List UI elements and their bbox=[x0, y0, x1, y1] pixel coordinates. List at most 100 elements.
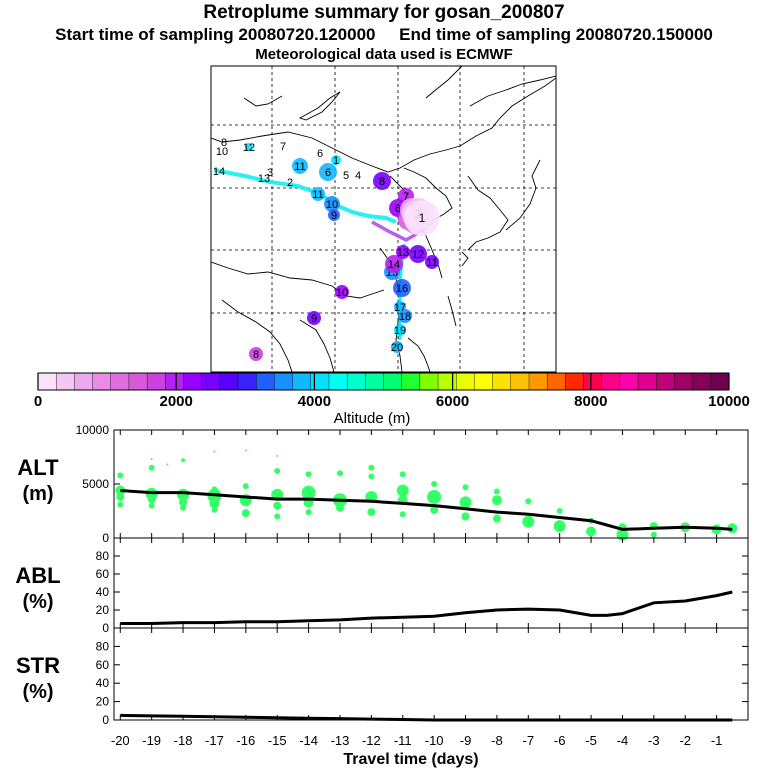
colorbar-swatch bbox=[510, 372, 530, 391]
colorbar-swatch bbox=[619, 372, 639, 391]
marker-dot bbox=[311, 187, 325, 201]
marker-dot bbox=[335, 285, 349, 299]
map-marker: 9 bbox=[328, 209, 340, 222]
marker-label: 7 bbox=[403, 191, 409, 203]
panel-ylabel: ALT bbox=[17, 455, 59, 480]
scatter-point bbox=[242, 483, 249, 490]
marker-label: 8 bbox=[379, 176, 385, 188]
marker-label: 14 bbox=[388, 259, 400, 271]
altitude-colorbar: 0 2000 4000 6000 8000 10000 bbox=[34, 372, 750, 410]
chart-title: Retroplume summary for gosan_200807 bbox=[203, 2, 565, 23]
x-tick-label: -5 bbox=[585, 733, 597, 748]
colorbar-swatch bbox=[692, 372, 712, 391]
scatter-point bbox=[301, 485, 316, 500]
marker-label: 3 bbox=[267, 167, 273, 179]
map-marker: 8 bbox=[221, 137, 227, 149]
scatter-point bbox=[244, 449, 247, 452]
marker-label: 6 bbox=[325, 167, 331, 179]
scatter-point bbox=[274, 468, 281, 475]
scatter-point bbox=[427, 489, 442, 504]
x-tick-label: -7 bbox=[523, 733, 535, 748]
time-series-panels: ALT (m) 0 5000 10000 ABL (%) 0 20 40 60 80 STR (%) 0 20… bbox=[15, 423, 749, 768]
colorbar-swatch bbox=[146, 372, 166, 391]
marker-dot bbox=[319, 163, 337, 181]
marker-dot bbox=[249, 347, 263, 361]
scatter-point bbox=[211, 506, 218, 513]
map-marker: 11 bbox=[311, 187, 325, 201]
scatter-point bbox=[147, 495, 156, 504]
x-tick-label: -15 bbox=[268, 733, 287, 748]
colorbar-swatch bbox=[528, 372, 548, 391]
map-marker: 17 bbox=[394, 301, 406, 314]
marker-label: 5 bbox=[343, 170, 349, 182]
marker-dot bbox=[385, 255, 403, 273]
scatter-point bbox=[553, 520, 566, 533]
marker-dot bbox=[425, 255, 439, 269]
scatter-point bbox=[459, 496, 472, 509]
x-tick-label: -3 bbox=[648, 733, 660, 748]
scatter-point bbox=[148, 464, 155, 471]
map-marker: 12 bbox=[409, 245, 427, 263]
map-content: 8101276111654133211109876543211420191817… bbox=[211, 66, 556, 372]
marker-label: 11 bbox=[294, 161, 305, 173]
panel-abl: ABL (%) 0 20 40 60 80 bbox=[15, 537, 749, 635]
colorbar-swatch bbox=[237, 372, 257, 391]
colorbar-swatch bbox=[256, 372, 275, 391]
scatter-point bbox=[305, 509, 312, 516]
y-tick-label: 10000 bbox=[76, 423, 110, 437]
x-tick-label: -13 bbox=[331, 733, 350, 748]
marker-label: 19 bbox=[394, 325, 406, 337]
marker-dot bbox=[307, 311, 321, 325]
scatter-point bbox=[522, 515, 535, 528]
marker-dot bbox=[391, 341, 403, 353]
scatter-point bbox=[181, 458, 186, 463]
scatter-point bbox=[166, 463, 169, 466]
colorbar-tick-label: 2000 bbox=[160, 393, 193, 410]
marker-label: 12 bbox=[412, 249, 424, 261]
scatter-point bbox=[274, 513, 281, 520]
x-tick-label: -9 bbox=[460, 733, 472, 748]
colorbar-swatch bbox=[365, 372, 385, 391]
marker-label: 4 bbox=[355, 170, 361, 182]
map-marker: 12 bbox=[243, 142, 255, 154]
map-marker: 10 bbox=[216, 146, 228, 158]
scatter-point bbox=[462, 484, 469, 491]
panel-ylabel: ABL bbox=[15, 563, 60, 588]
x-tick-label: -11 bbox=[394, 733, 412, 748]
scatter-point bbox=[399, 471, 406, 478]
start-time-label: Start time of sampling bbox=[55, 25, 234, 44]
marker-label: 7 bbox=[280, 141, 286, 153]
colorbar-swatch bbox=[419, 372, 439, 391]
colorbar-swatch bbox=[55, 372, 75, 391]
marker-label: 14 bbox=[213, 166, 225, 178]
scatter-point bbox=[492, 514, 501, 523]
colorbar-swatch bbox=[74, 372, 94, 391]
x-tick-label: -10 bbox=[425, 733, 444, 748]
colorbar-swatch bbox=[274, 372, 294, 391]
trajectory-map: 8101276111654133211109876543211420191817… bbox=[210, 65, 557, 373]
map-marker: 13 bbox=[258, 173, 270, 185]
colorbar-swatch bbox=[637, 372, 657, 391]
scatter-point bbox=[117, 472, 124, 479]
colorbar-swatch bbox=[601, 372, 621, 391]
y-tick-label: 20 bbox=[96, 603, 110, 617]
colorbar-swatch bbox=[328, 372, 348, 391]
scatter-point bbox=[241, 509, 250, 518]
colorbar-swatch bbox=[710, 372, 730, 391]
marker-dot bbox=[404, 200, 440, 236]
marker-label: 11 bbox=[312, 189, 323, 201]
marker-label: 6 bbox=[317, 148, 323, 160]
marker-label: 13 bbox=[397, 247, 409, 259]
x-tick-label: -2 bbox=[679, 733, 691, 748]
colorbar-swatch bbox=[165, 372, 184, 391]
x-tick-label: -12 bbox=[362, 733, 381, 748]
map-marker: 5 bbox=[343, 170, 349, 182]
scatter-point bbox=[117, 501, 124, 508]
y-tick-label: 80 bbox=[96, 639, 110, 653]
map-marker: 16 bbox=[393, 279, 411, 297]
x-tick-label: -17 bbox=[205, 733, 224, 748]
map-marker: 4 bbox=[355, 170, 361, 182]
x-tick-label: -14 bbox=[299, 733, 318, 748]
coastlines bbox=[211, 66, 556, 372]
marker-dot bbox=[292, 158, 308, 174]
